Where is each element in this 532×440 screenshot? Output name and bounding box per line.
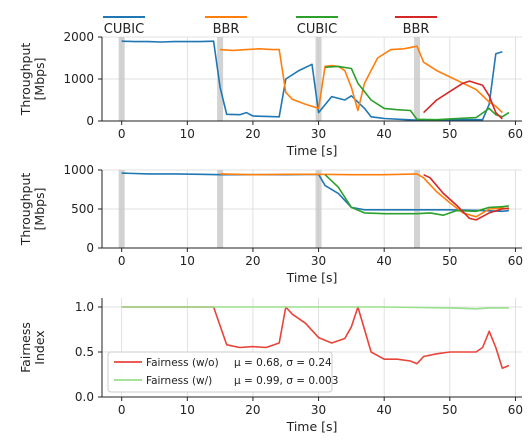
x-tick-label: 50 xyxy=(442,127,457,141)
x-tick-label: 20 xyxy=(245,254,260,268)
x-tick-label: 20 xyxy=(245,403,260,417)
event-band xyxy=(414,37,420,121)
x-axis-title: Time [s] xyxy=(286,143,338,158)
series-line-4 xyxy=(423,80,503,120)
x-tick-label: 40 xyxy=(377,254,392,268)
x-tick-label: 50 xyxy=(442,403,457,417)
panel-3: 0 10 20 30 40 50 60 0.0 0.5 1.0 Time [s] FairnessIn… xyxy=(18,298,523,434)
y-tick-label: 0.5 xyxy=(75,345,94,359)
event-band xyxy=(118,37,125,121)
y-tick-label: 0 xyxy=(86,114,94,128)
event-band xyxy=(217,37,224,121)
panel-2: 0 10 20 30 40 50 60 0 500 1000 Time [s] Throughput[… xyxy=(18,163,523,285)
x-tick-label: 30 xyxy=(311,127,326,141)
legend-box xyxy=(107,351,333,393)
x-tick-label: 0 xyxy=(118,403,126,417)
panel-1: 0 10 20 30 40 50 60 0 1000 2000 Time [s] Throughput… xyxy=(18,30,523,158)
y-tick-label: 2000 xyxy=(63,30,94,44)
series-line-1 xyxy=(121,172,509,213)
fairness-legend: Fairness (w/o) μ = 0.68, σ = 0.24 Fairness… xyxy=(107,351,338,393)
series-line-2 xyxy=(220,173,509,218)
event-band xyxy=(315,37,322,121)
legend-entry-1: CUBIC xyxy=(103,16,145,37)
y-axis-title: FairnessIndex xyxy=(18,322,47,373)
y-axis-title: Throughput[Mbps] xyxy=(18,43,47,117)
x-tick-label: 40 xyxy=(377,403,392,417)
y-tick-label: 1.0 xyxy=(75,300,94,314)
event-band xyxy=(315,170,322,248)
x-axis-title: Time [s] xyxy=(286,270,338,285)
event-band xyxy=(118,170,125,248)
y-tick-label: 1000 xyxy=(63,163,94,177)
series-line-3 xyxy=(325,65,510,121)
legend-stats: μ = 0.99, σ = 0.003 xyxy=(234,375,338,387)
legend-entry-3: CUBIC xyxy=(296,16,338,37)
x-tick-label: 50 xyxy=(442,254,457,268)
legend-entry-2: BBR xyxy=(205,16,247,37)
x-tick-label: 60 xyxy=(508,403,523,417)
legend-label: CUBIC xyxy=(297,22,337,37)
legend-stats: μ = 0.68, σ = 0.24 xyxy=(234,357,332,369)
legend-label: BBR xyxy=(403,22,430,37)
x-tick-label: 30 xyxy=(311,403,326,417)
x-tick-label: 10 xyxy=(180,254,195,268)
y-tick-label: 0.0 xyxy=(75,390,94,404)
event-band xyxy=(217,170,224,248)
x-tick-label: 30 xyxy=(311,254,326,268)
x-tick-label: 0 xyxy=(118,254,126,268)
legend-entry-4: BBR xyxy=(395,16,437,37)
legend-label: CUBIC xyxy=(104,22,144,37)
y-axis-title: Throughput[Mbps] xyxy=(18,173,47,247)
y-tick-label: 500 xyxy=(71,202,94,216)
x-tick-label: 0 xyxy=(118,127,126,141)
y-tick-label: 1000 xyxy=(63,72,94,86)
legend-label: Fairness (w/o) xyxy=(146,357,219,369)
x-tick-label: 60 xyxy=(508,254,523,268)
x-axis-title: Time [s] xyxy=(286,419,338,434)
series-line-3 xyxy=(324,174,509,216)
series-line-1 xyxy=(121,40,503,121)
legend-label: Fairness (w/) xyxy=(146,375,212,387)
x-tick-label: 40 xyxy=(377,127,392,141)
x-tick-label: 20 xyxy=(245,127,260,141)
series-line-2 xyxy=(121,306,509,310)
y-tick-label: 0 xyxy=(86,241,94,255)
x-tick-label: 10 xyxy=(180,403,195,417)
x-tick-label: 10 xyxy=(180,127,195,141)
x-tick-label: 60 xyxy=(508,127,523,141)
legend-label: BBR xyxy=(213,22,240,37)
series-line-4 xyxy=(423,173,509,221)
series-line-2 xyxy=(220,45,503,114)
